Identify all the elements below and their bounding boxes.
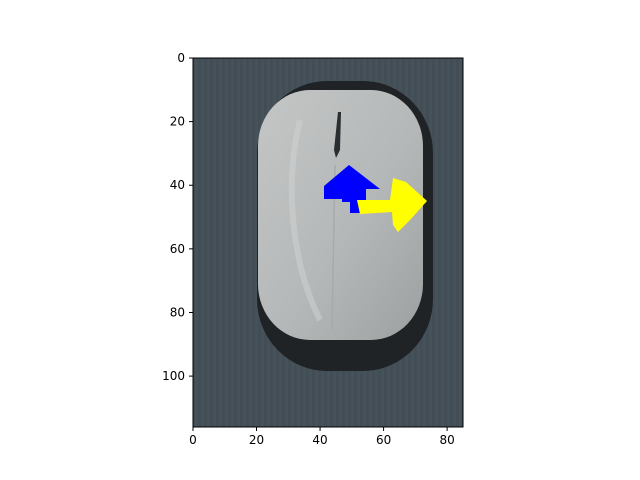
- yellow-arrow-icon: [357, 178, 427, 232]
- x-tick-label: 80: [439, 433, 454, 447]
- y-tick-label: 80: [170, 305, 185, 319]
- y-axis: 0 20 40 60 80 100: [162, 51, 193, 383]
- y-tick-label: 100: [162, 369, 185, 383]
- y-tick-label: 60: [170, 242, 185, 256]
- y-tick-label: 20: [170, 115, 185, 129]
- mouse-body: [258, 90, 423, 340]
- axes-frame: [192, 57, 464, 428]
- x-tick-label: 0: [189, 433, 197, 447]
- x-tick-label: 60: [376, 433, 391, 447]
- scroll-slot: [334, 112, 341, 158]
- y-tick-label: 40: [170, 178, 185, 192]
- x-axis: 0 20 40 60 80: [189, 427, 455, 447]
- y-tick-label: 0: [177, 51, 185, 65]
- x-tick-label: 20: [249, 433, 264, 447]
- mouse-highlight: [288, 119, 323, 322]
- x-tick-label: 40: [312, 433, 327, 447]
- photo: [193, 58, 463, 427]
